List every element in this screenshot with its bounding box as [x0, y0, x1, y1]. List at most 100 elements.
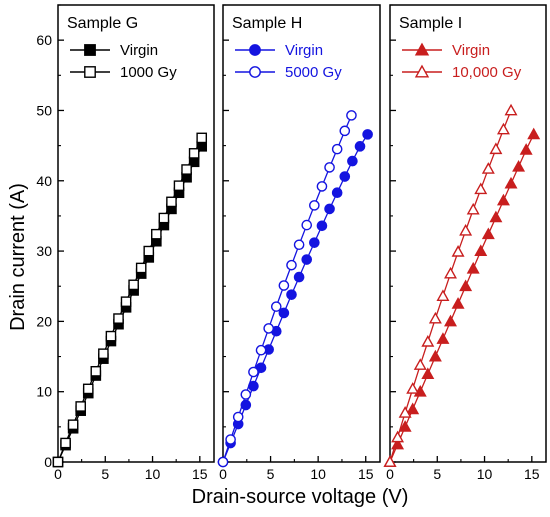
- data-point: [217, 456, 229, 468]
- data-point: [436, 289, 450, 302]
- data-point: [166, 196, 177, 208]
- data-point: [316, 220, 328, 232]
- y-tick-label: 50: [36, 102, 52, 118]
- data-point: [225, 434, 236, 445]
- data-point: [181, 164, 192, 175]
- data-point: [188, 148, 200, 159]
- data-point: [293, 271, 305, 283]
- data-point: [444, 266, 457, 279]
- data-point: [173, 180, 185, 191]
- data-point: [316, 181, 328, 192]
- y-tick-label: 60: [36, 32, 52, 48]
- data-point: [293, 239, 305, 251]
- legend-label: Virgin: [120, 42, 158, 59]
- data-point: [196, 132, 208, 144]
- x-tick-label: 5: [433, 466, 441, 482]
- data-point: [301, 219, 313, 231]
- data-point: [496, 122, 510, 135]
- data-point: [346, 110, 357, 121]
- legend-marker: [249, 44, 261, 56]
- data-point: [391, 430, 405, 443]
- panel-1: 0 10 20 30 40 50 60 0 5 10 15 Sample G Virgin 1000 Gy: [36, 4, 215, 482]
- series-line: [389, 110, 512, 463]
- data-point: [151, 228, 162, 240]
- data-point: [504, 103, 518, 116]
- x-tick-label: 15: [358, 466, 374, 482]
- data-point: [286, 259, 297, 271]
- y-tick-label: 40: [36, 173, 52, 189]
- data-point: [466, 202, 480, 215]
- data-point: [512, 159, 526, 172]
- data-point: [232, 411, 244, 423]
- data-point: [324, 162, 335, 173]
- y-axis-label: Drain current (A): [7, 183, 29, 331]
- panel-title: Sample I: [399, 15, 462, 32]
- x-tick-label: 10: [477, 466, 493, 482]
- legend-label: 5000 Gy: [285, 64, 342, 81]
- data-point: [158, 212, 170, 224]
- data-point: [286, 289, 297, 300]
- data-point: [481, 162, 495, 174]
- data-point: [398, 420, 412, 432]
- data-point: [362, 129, 373, 140]
- data-point: [347, 155, 358, 167]
- data-point: [421, 335, 435, 347]
- legend-marker: [249, 66, 261, 78]
- panel-2: 0 5 10 15 Sample H Virgin 5000 Gy: [217, 4, 381, 482]
- series-2: [52, 132, 208, 468]
- data-point: [60, 437, 71, 449]
- data-point: [75, 401, 86, 412]
- x-tick-label: 5: [101, 466, 109, 482]
- data-point: [489, 142, 503, 155]
- x-tick-label: 15: [192, 466, 208, 482]
- x-tick-label: 15: [524, 466, 540, 482]
- legend-marker: [414, 64, 430, 78]
- panel-frame: [222, 4, 381, 463]
- x-tick-label: 0: [386, 466, 394, 482]
- y-tick-label: 10: [36, 384, 52, 400]
- data-point: [324, 203, 335, 215]
- y-tick-label: 0: [44, 454, 52, 470]
- data-point: [278, 280, 290, 291]
- data-point: [489, 210, 503, 223]
- legend-marker: [414, 42, 430, 56]
- data-point: [113, 313, 124, 324]
- data-point: [436, 332, 450, 344]
- data-point: [339, 125, 351, 137]
- panel-frame: [389, 4, 547, 463]
- data-point: [496, 193, 510, 206]
- data-point: [406, 402, 420, 415]
- data-point: [339, 171, 351, 182]
- data-point: [459, 279, 473, 292]
- data-point: [67, 419, 79, 431]
- data-point: [474, 244, 488, 257]
- x-tick-label: 0: [219, 466, 227, 482]
- data-point: [82, 383, 94, 395]
- data-point: [428, 311, 442, 324]
- data-point: [98, 348, 109, 360]
- data-point: [421, 367, 435, 380]
- data-point: [504, 176, 518, 189]
- x-tick-label: 5: [267, 466, 275, 482]
- data-point: [519, 143, 533, 155]
- data-point: [309, 200, 320, 211]
- data-point: [248, 366, 259, 378]
- data-point: [90, 366, 102, 377]
- data-point: [270, 301, 282, 312]
- data-point: [451, 297, 465, 309]
- x-tick-label: 0: [54, 466, 62, 482]
- data-point: [398, 406, 412, 418]
- series-2: [217, 110, 357, 468]
- data-point: [135, 262, 147, 274]
- legend-marker: [84, 44, 96, 56]
- data-point: [331, 143, 343, 155]
- panel-title: Sample H: [232, 15, 302, 32]
- legend-label: 1000 Gy: [120, 64, 177, 81]
- data-point: [128, 279, 139, 291]
- series-2: [383, 103, 518, 467]
- y-tick-label: 20: [36, 313, 52, 329]
- panel-3: 0 5 10 15 Sample I Virgin 10,000 Gy: [383, 4, 547, 482]
- data-point: [413, 358, 427, 370]
